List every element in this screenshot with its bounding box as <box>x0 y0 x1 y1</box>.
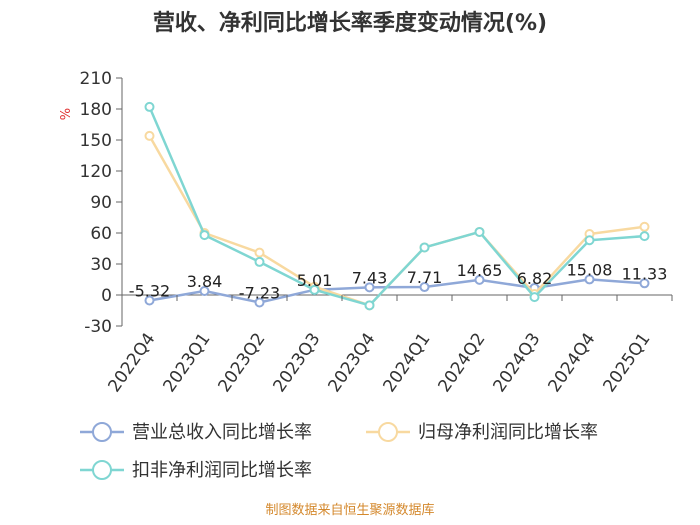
legend-marker <box>378 422 398 442</box>
data-label: 5.01 <box>297 271 333 290</box>
data-label: 6.82 <box>517 269 553 288</box>
data-point[interactable] <box>364 282 375 293</box>
legend-marker <box>92 422 112 442</box>
data-point[interactable] <box>474 226 485 237</box>
y-tick-label: 60 <box>90 224 112 244</box>
legend-item[interactable]: 归母净利润同比增长率 <box>366 422 598 443</box>
data-point[interactable] <box>639 221 650 232</box>
data-point[interactable] <box>419 242 430 253</box>
data-point[interactable] <box>584 274 595 285</box>
x-tick-label: 2023Q4 <box>325 329 380 396</box>
x-tick-label: 2023Q3 <box>270 329 325 396</box>
x-axis: 2022Q4 2023Q1 2023Q2 2023Q3 2023Q4 2024Q1 2024… <box>105 295 673 396</box>
legend-marker <box>92 460 112 480</box>
data-label: 7.43 <box>352 268 388 287</box>
data-label: 7.71 <box>407 268 443 287</box>
y-tick-label: -30 <box>84 317 112 337</box>
data-label: 15.08 <box>567 260 613 279</box>
data-label: 3.84 <box>187 272 223 291</box>
legend-label: 营业总收入同比增长率 <box>132 422 312 443</box>
data-point[interactable] <box>419 282 430 293</box>
x-tick-label: 2024Q2 <box>435 329 490 396</box>
data-point[interactable] <box>144 130 155 141</box>
plot-area: -30 0 30 60 90 120 150 180 210 <box>80 69 672 337</box>
data-point[interactable] <box>584 235 595 246</box>
data-label: -7.23 <box>239 283 280 302</box>
data-point[interactable] <box>474 274 485 285</box>
y-tick-label: 180 <box>80 100 112 120</box>
x-tick-label: 2023Q2 <box>215 329 270 396</box>
y-tick-label: 210 <box>80 69 112 89</box>
x-tick-label: 2025Q1 <box>600 329 655 396</box>
y-tick-label: 120 <box>80 162 112 182</box>
data-point[interactable] <box>254 297 265 308</box>
series-line <box>148 106 645 307</box>
data-point[interactable] <box>254 256 265 267</box>
legend-label: 扣非净利润同比增长率 <box>132 460 312 481</box>
data-point[interactable] <box>144 101 155 112</box>
y-tick-label: 90 <box>90 193 112 213</box>
x-tick-label: 2022Q4 <box>105 329 160 396</box>
legend-label: 归母净利润同比增长率 <box>418 422 598 443</box>
x-tick-label: 2024Q4 <box>545 329 600 396</box>
x-tick-label: 2024Q1 <box>380 329 435 396</box>
y-tick-label: 150 <box>80 131 112 151</box>
data-point[interactable] <box>639 278 650 289</box>
y-axis-unit: % <box>59 108 74 120</box>
data-label: 11.33 <box>622 264 668 283</box>
data-point[interactable] <box>199 230 210 241</box>
x-tick-label: 2023Q1 <box>160 329 215 396</box>
legend-item[interactable]: 扣非净利润同比增长率 <box>80 460 312 481</box>
data-point[interactable] <box>364 300 375 311</box>
y-tick-label: 0 <box>101 286 112 306</box>
data-point[interactable] <box>254 247 265 258</box>
legend-item[interactable]: 营业总收入同比增长率 <box>80 422 312 443</box>
series-3 <box>144 101 650 311</box>
data-point[interactable] <box>144 295 155 306</box>
data-label: -5.32 <box>129 281 170 300</box>
y-tick-label: 30 <box>90 255 112 275</box>
data-label: 14.65 <box>457 261 503 280</box>
x-tick-label: 2024Q3 <box>490 329 545 396</box>
chart-title: 营收、净利同比增长率季度变动情况(%) <box>153 10 547 36</box>
source-note: 制图数据来自恒生聚源数据库 <box>265 502 434 518</box>
data-labels: -5.32 3.84 -7.23 5.01 7.43 7.71 14.65 6.82 15.08… <box>129 260 668 302</box>
data-point[interactable] <box>309 284 320 295</box>
data-point[interactable] <box>199 286 210 297</box>
data-point[interactable] <box>639 231 650 242</box>
data-point[interactable] <box>529 292 540 303</box>
series-line <box>148 135 645 307</box>
